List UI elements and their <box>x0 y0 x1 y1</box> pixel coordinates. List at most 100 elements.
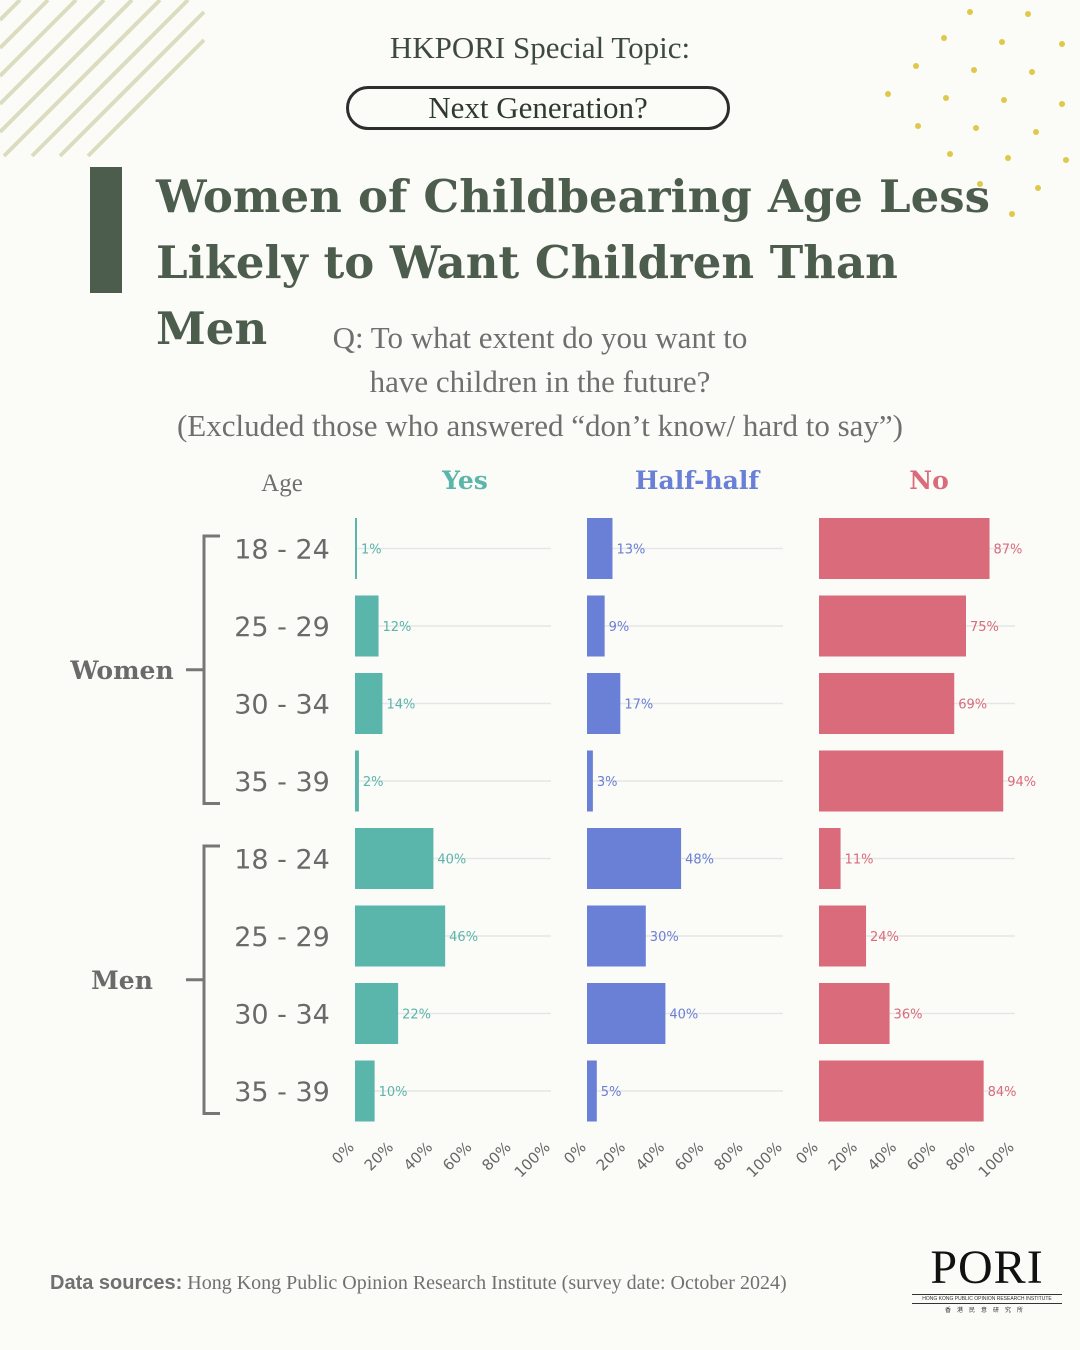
title-line2: Likely to Want Children Than Men <box>156 236 898 355</box>
pori-logo: PORI HONG KONG PUBLIC OPINION RESEARCH I… <box>912 1242 1062 1324</box>
bar <box>819 905 867 967</box>
tick-label: 40% <box>400 1138 436 1174</box>
title-word: Women <box>156 170 342 223</box>
tick-label: 80% <box>710 1138 746 1174</box>
data-label: 2% <box>363 775 384 790</box>
data-label: 17% <box>624 698 653 713</box>
page-title: Women of Childbearing Age Less Likely to… <box>156 164 990 362</box>
data-label: 11% <box>845 853 874 868</box>
data-label: 75% <box>970 620 999 635</box>
bar <box>819 595 966 657</box>
bar <box>819 750 1004 812</box>
bar <box>587 518 613 579</box>
logo-chinese: 香港民意研究所 <box>944 1307 1029 1314</box>
data-label: 12% <box>383 620 412 635</box>
bar <box>819 1060 984 1122</box>
bar <box>355 1060 375 1122</box>
bar <box>355 595 379 657</box>
data-label: 87% <box>994 543 1023 558</box>
age-label: 35 - 39 <box>234 1077 330 1108</box>
age-label: 30 - 34 <box>234 690 330 721</box>
data-label: 24% <box>870 930 899 945</box>
data-label: 3% <box>597 775 618 790</box>
tick-label: 100% <box>743 1138 786 1181</box>
title-word: Less <box>879 170 990 223</box>
question-line1: Q: To what extent do you want to <box>332 320 748 355</box>
bar <box>587 1060 597 1122</box>
tick-label: 60% <box>439 1138 475 1174</box>
group-bracket <box>202 844 220 1115</box>
data-label: 94% <box>1007 775 1036 790</box>
age-label: 35 - 39 <box>234 767 330 798</box>
bar <box>355 905 446 967</box>
data-label: 5% <box>601 1085 622 1100</box>
tick-label: 0% <box>560 1138 590 1168</box>
bar <box>587 983 666 1044</box>
tick-label: 80% <box>942 1138 978 1174</box>
topic-pill: Next Generation? <box>346 86 730 130</box>
logo-wordmark: PORI <box>930 1241 1044 1294</box>
data-label: 40% <box>669 1008 698 1023</box>
data-label: 22% <box>402 1008 431 1023</box>
age-label: 18 - 24 <box>234 845 330 876</box>
decorative-dots <box>885 9 1069 217</box>
data-label: 14% <box>386 698 415 713</box>
question-line3: (Excluded those who answered “don’t know… <box>176 408 903 443</box>
decorative-stripes <box>0 0 206 158</box>
bar <box>819 673 955 734</box>
data-label: 9% <box>609 620 630 635</box>
survey-question: Q: To what extent do you want to have ch… <box>0 316 1080 448</box>
topic-pill-label: Next Generation? <box>428 90 648 125</box>
title-word: Age <box>767 170 863 223</box>
tick-label: 60% <box>671 1138 707 1174</box>
age-header: Age <box>261 470 303 497</box>
data-label: 30% <box>650 930 679 945</box>
tick-label: 20% <box>361 1138 397 1174</box>
bar <box>355 518 357 579</box>
series-title: HKPORI Special Topic: <box>389 30 691 65</box>
bar <box>355 673 383 734</box>
group-label: Men <box>91 966 153 995</box>
bar <box>819 828 841 889</box>
bar <box>587 595 605 657</box>
title-word: Childbearing <box>423 170 752 223</box>
tick-label: 20% <box>825 1138 861 1174</box>
logo-subtitle: HONG KONG PUBLIC OPINION RESEARCH INSTIT… <box>912 1294 1062 1304</box>
tick-label: 0% <box>328 1138 358 1168</box>
data-label: 10% <box>379 1085 408 1100</box>
age-label: 18 - 24 <box>234 535 330 566</box>
question-line2: have children in the future? <box>369 364 711 399</box>
title-word: of <box>357 170 408 223</box>
bar-chart: 1%12%14%2%40%46%22%10%0% 20% 40% 60% 80%100%… <box>69 518 1036 1181</box>
bar <box>819 983 890 1044</box>
age-label: 25 - 29 <box>234 612 330 643</box>
data-label: 1% <box>361 543 382 558</box>
data-label: 13% <box>616 543 645 558</box>
bar <box>819 518 990 579</box>
tick-label: 60% <box>903 1138 939 1174</box>
tick-label: 100% <box>511 1138 554 1181</box>
tick-label: 40% <box>864 1138 900 1174</box>
data-label: 48% <box>685 853 714 868</box>
bar <box>355 828 434 889</box>
group-label: Women <box>69 656 173 685</box>
age-label: 30 - 34 <box>234 1000 330 1031</box>
bar <box>587 828 682 889</box>
title-accent-bar <box>90 167 122 293</box>
series-header-no: No <box>909 466 949 495</box>
tick-label: 40% <box>632 1138 668 1174</box>
data-label: 69% <box>958 698 987 713</box>
bar <box>355 750 359 812</box>
bar <box>587 750 593 812</box>
data-label: 84% <box>988 1085 1017 1100</box>
tick-label: 80% <box>478 1138 514 1174</box>
bar <box>355 983 399 1044</box>
bar <box>587 905 646 967</box>
series-header-yes: Yes <box>442 466 488 495</box>
tick-label: 20% <box>593 1138 629 1174</box>
data-label: 36% <box>894 1008 923 1023</box>
source-text: Hong Kong Public Opinion Research Instit… <box>182 1272 787 1294</box>
data-source: Data sources: Hong Kong Public Opinion R… <box>50 1272 787 1295</box>
tick-label: 0% <box>792 1138 822 1168</box>
series-header-half-half: Half-half <box>634 466 760 495</box>
